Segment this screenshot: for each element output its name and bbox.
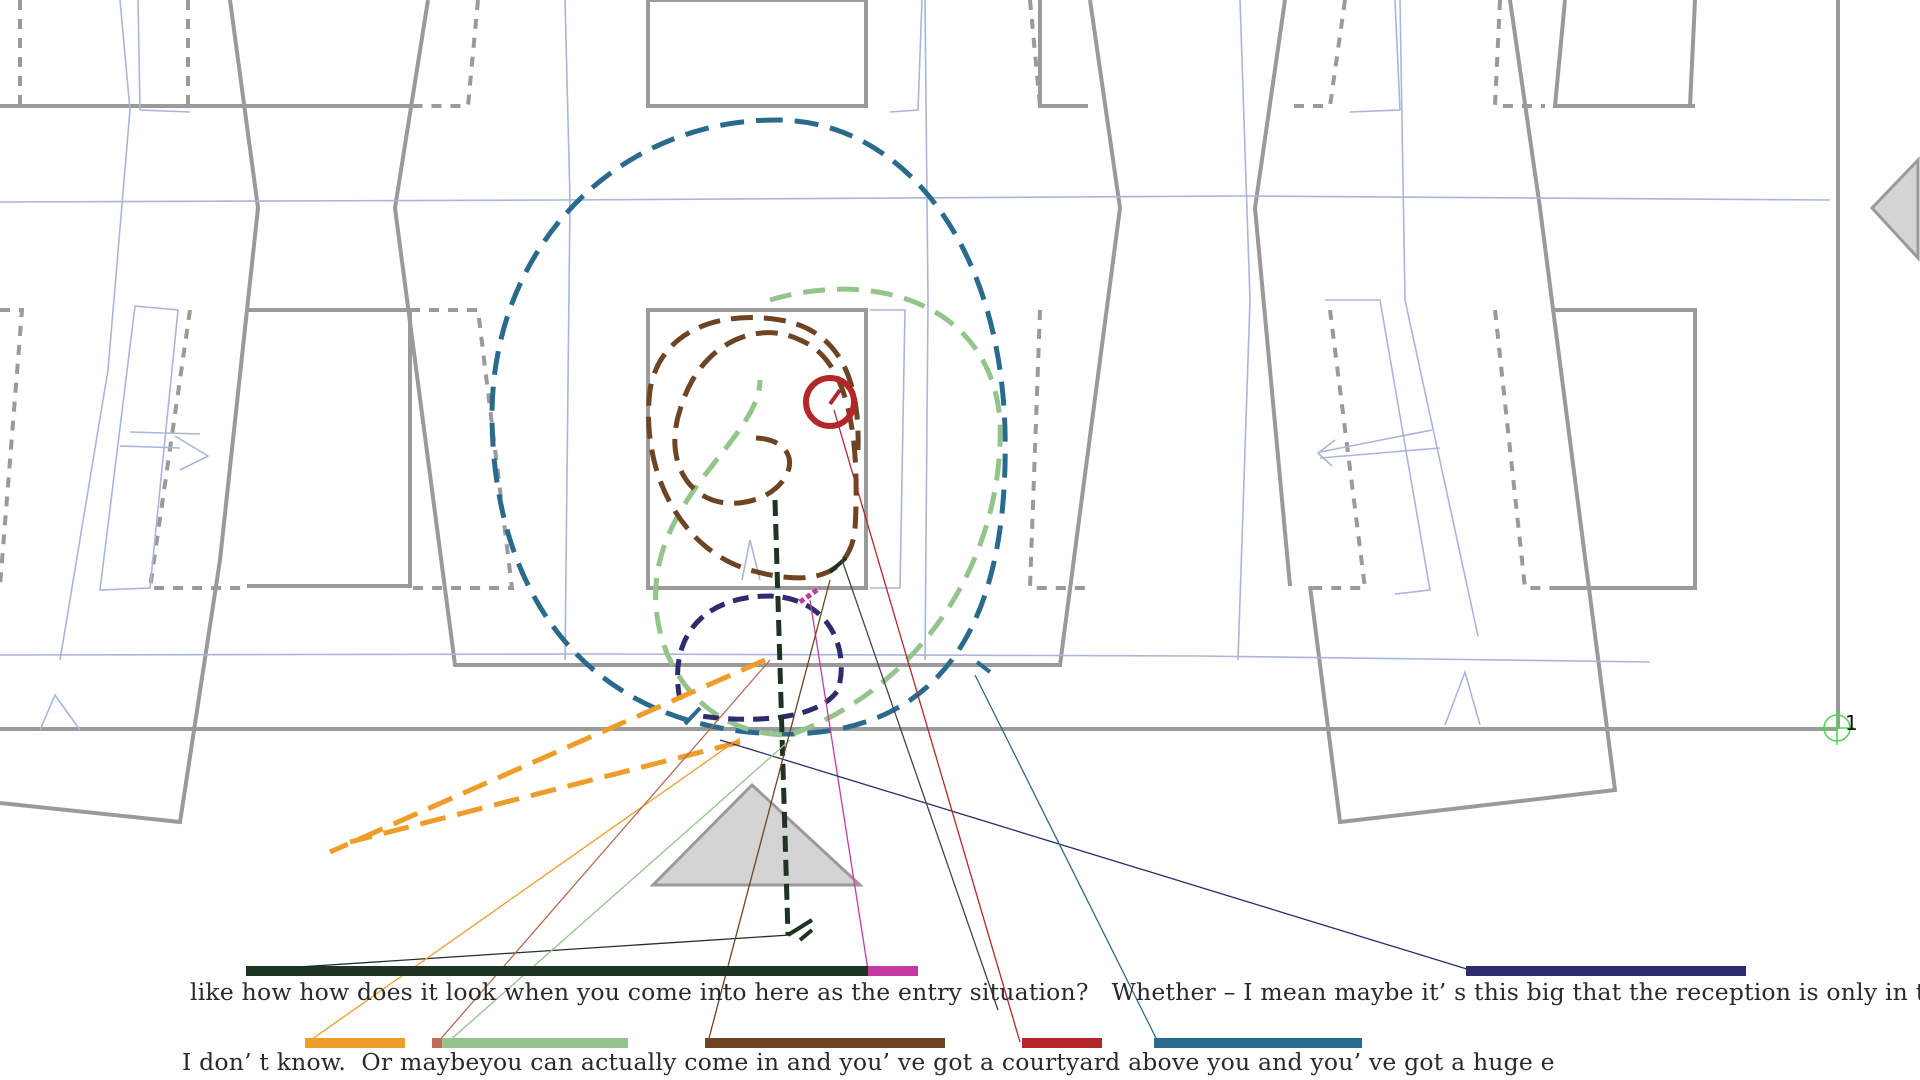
transcript-highlight-bars bbox=[246, 966, 1746, 1048]
sketch-lines bbox=[0, 0, 1831, 731]
gesture-orange-strokes bbox=[328, 657, 767, 855]
gesture-navy-circle bbox=[675, 593, 844, 722]
marker-label: 1 bbox=[1845, 711, 1858, 735]
gesture-dark-green-arrow bbox=[772, 499, 791, 936]
north-arrow-triangle bbox=[1869, 156, 1920, 262]
highlight-salmon bbox=[432, 1038, 442, 1048]
gesture-red-circle bbox=[803, 375, 857, 429]
highlight-brown bbox=[705, 1038, 945, 1048]
highlight-dark-green bbox=[246, 966, 868, 976]
gesture-brown-spiral bbox=[646, 315, 861, 581]
highlight-navy bbox=[1466, 966, 1746, 976]
connector-lines bbox=[251, 409, 1471, 1043]
floor-plan-dashed-lines bbox=[0, 0, 1838, 731]
position-marker bbox=[1820, 711, 1854, 745]
transcript-line-1: like how how does it look when you come … bbox=[190, 978, 1920, 1006]
highlight-magenta bbox=[868, 966, 918, 976]
highlight-red bbox=[1022, 1038, 1102, 1048]
highlight-light-green bbox=[442, 1038, 628, 1048]
transcript-line-2: I don’ t know. Or maybeyou can actually … bbox=[182, 1048, 1555, 1076]
gesture-teal-ellipse bbox=[489, 117, 1008, 737]
entrance-triangle bbox=[649, 782, 864, 887]
gesture-green-loop bbox=[653, 286, 1003, 738]
highlight-orange bbox=[305, 1038, 405, 1048]
highlight-teal bbox=[1154, 1038, 1362, 1048]
gesture-magenta-mark bbox=[798, 585, 822, 605]
